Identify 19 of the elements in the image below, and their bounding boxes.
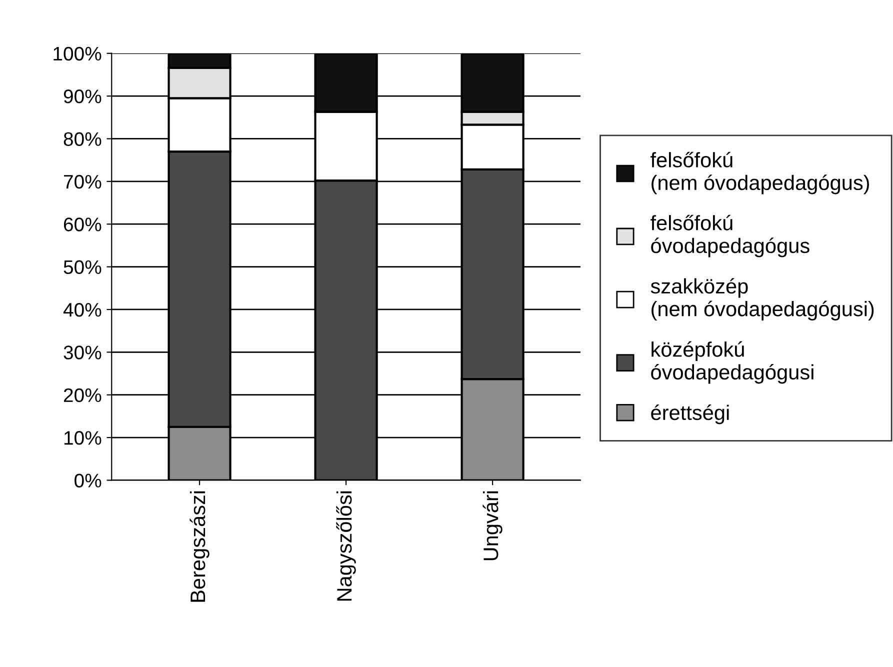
y-tick-label: 20% (64, 388, 102, 402)
legend-label: szakközép (nem óvodapedagógusi) (650, 278, 874, 320)
y-tick-label: 10% (64, 431, 102, 445)
y-tick-label: 0% (74, 474, 102, 488)
x-tick-label: Beregszászi (190, 491, 210, 602)
y-tick-label: 100% (54, 46, 102, 61)
x-tick-label: Nagyszőlősi (336, 491, 356, 601)
y-tick-label: 60% (64, 218, 102, 232)
legend-label: felsőfokú (nem óvodapedagógus) (650, 152, 870, 194)
y-tick-label: 90% (64, 90, 102, 104)
y-tick-label: 80% (64, 132, 102, 146)
legend-label: felsőfokú óvodapedagógus (650, 214, 810, 258)
y-tick-label: 70% (64, 174, 102, 189)
y-tick-label: 50% (64, 260, 102, 274)
y-tick-label: 30% (64, 346, 102, 360)
legend-label: középfokú óvodapedagógusi (651, 341, 814, 384)
x-tick-label: Ungvári (482, 491, 502, 560)
legend-label: érettségi (651, 404, 729, 424)
y-tick-label: 40% (63, 302, 102, 317)
